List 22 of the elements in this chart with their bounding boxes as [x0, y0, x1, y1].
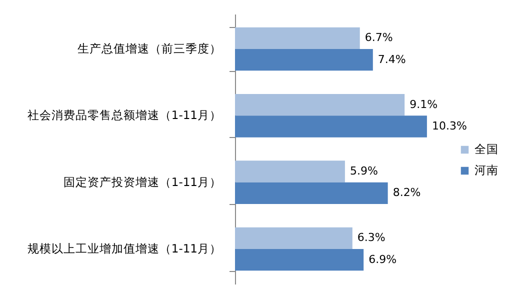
legend-label: 全国 [474, 142, 498, 156]
bar [235, 116, 427, 138]
bar [235, 27, 360, 49]
bar [235, 227, 352, 249]
y-tick-label: 规模以上工业增加值增速（1-11月） [27, 242, 222, 256]
bar [235, 49, 373, 71]
data-label: 10.3% [432, 120, 467, 132]
legend-label: 河南 [474, 162, 498, 177]
data-label: 5.9% [350, 164, 378, 178]
bar [235, 182, 388, 204]
bar [235, 94, 405, 116]
data-label: 6.3% [357, 231, 386, 244]
y-tick-label: 生产总值增速（前三季度） [78, 42, 222, 56]
bar [235, 249, 364, 271]
data-label: 6.7% [364, 31, 393, 44]
data-label: 7.4% [378, 52, 406, 66]
y-tick-label: 社会消费品零售总额增速（1-11月） [27, 108, 222, 122]
y-tick-label: 固定资产投资增速（1-11月） [63, 174, 222, 189]
data-label: 8.2% [392, 186, 421, 200]
data-label: 9.1% [410, 98, 438, 111]
data-label: 6.9% [368, 252, 397, 266]
bar [235, 160, 345, 182]
